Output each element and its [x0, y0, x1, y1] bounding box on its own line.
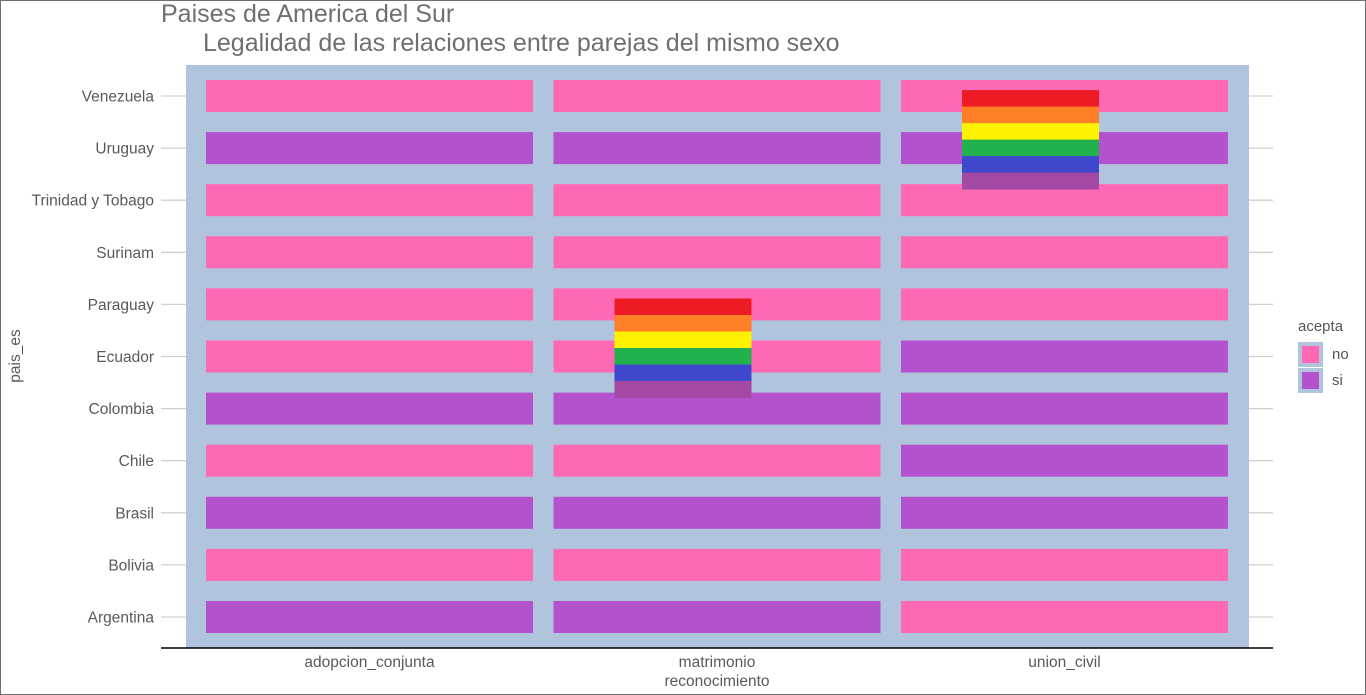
tile-brasil-adopcion-conjunta: [206, 496, 533, 529]
rainbow-flag-stripe: [614, 315, 752, 332]
rainbow-flag-stripe: [614, 381, 752, 398]
rainbow-flag-stripe: [962, 156, 1099, 174]
tile-argentina-matrimonio: [553, 601, 881, 633]
tile-surinam-matrimonio: [553, 236, 881, 269]
y-tick-label-trinidad-y-tobago: Trinidad y Tobago: [32, 193, 154, 210]
tile-ecuador-adopcion-conjunta: [206, 340, 533, 373]
tile-chile-adopcion-conjunta: [206, 444, 533, 477]
rainbow-flag-stripe: [962, 139, 1099, 157]
tile-bolivia-matrimonio: [553, 548, 881, 581]
chart-title: Paises de America del Sur: [161, 0, 455, 28]
tile-argentina-adopcion-conjunta: [206, 601, 533, 633]
tile-venezuela-adopcion-conjunta: [206, 80, 533, 112]
rainbow-flag-stripe: [614, 298, 752, 316]
x-axis-title: reconocimiento: [664, 673, 769, 690]
y-tick-label-colombia: Colombia: [89, 401, 155, 418]
y-tick-label-argentina: Argentina: [88, 610, 155, 627]
tile-brasil-union-civil: [901, 496, 1228, 529]
y-tick-label-surinam: Surinam: [96, 245, 154, 262]
rainbow-flag-stripe: [962, 172, 1099, 190]
tile-argentina-union-civil: [901, 601, 1228, 633]
legend-swatch-si: [1302, 372, 1319, 389]
tile-surinam-union-civil: [901, 236, 1228, 269]
tile-chile-matrimonio: [553, 444, 881, 477]
legend-item-no: no: [1298, 342, 1366, 368]
rainbow-flag-stripe: [614, 348, 752, 365]
tile-paraguay-union-civil: [901, 288, 1228, 321]
legend-title: acepta: [1298, 318, 1344, 335]
tile-bolivia-adopcion-conjunta: [206, 548, 533, 581]
legend-label-no: no: [1332, 346, 1349, 363]
rainbow-flag-stripe: [614, 331, 752, 349]
y-tick-label-uruguay: Uruguay: [95, 141, 154, 158]
y-tick-label-paraguay: Paraguay: [88, 297, 155, 314]
x-tick-label-matrimonio: matrimonio: [679, 654, 756, 671]
y-tick-label-bolivia: Bolivia: [108, 557, 154, 574]
rainbow-flag-stripe: [614, 364, 752, 382]
tile-trinidad-y-tobago-matrimonio: [553, 184, 881, 217]
tile-bolivia-union-civil: [901, 548, 1228, 581]
x-tick-label-union-civil: union_civil: [1028, 654, 1100, 671]
legend-swatch-no: [1302, 346, 1319, 363]
legend-key-no: [1298, 342, 1323, 367]
y-tick-label-ecuador: Ecuador: [96, 349, 154, 366]
tile-surinam-adopcion-conjunta: [206, 236, 533, 269]
y-axis-title: pais_es: [7, 329, 24, 383]
rainbow-flag-stripe: [962, 90, 1099, 108]
x-tick-label-adopcion-conjunta: adopcion_conjunta: [304, 654, 435, 671]
tile-ecuador-union-civil: [901, 340, 1228, 373]
tile-uruguay-adopcion-conjunta: [206, 132, 533, 165]
tile-paraguay-adopcion-conjunta: [206, 288, 533, 321]
tile-trinidad-y-tobago-adopcion-conjunta: [206, 184, 533, 217]
rainbow-flag-icon: [614, 298, 752, 398]
tile-brasil-matrimonio: [553, 496, 881, 529]
y-tick-label-brasil: Brasil: [115, 505, 154, 522]
tile-venezuela-matrimonio: [553, 80, 881, 112]
legend-item-si: si: [1298, 368, 1366, 394]
legend-key-si: [1298, 368, 1323, 393]
y-tick-label-venezuela: Venezuela: [82, 89, 155, 106]
legend-label-si: si: [1332, 372, 1343, 389]
rainbow-flag-icon: [962, 90, 1099, 190]
rainbow-flag-stripe: [962, 123, 1099, 141]
tile-colombia-adopcion-conjunta: [206, 392, 533, 425]
tile-colombia-union-civil: [901, 392, 1228, 425]
chart-subtitle: Legalidad de las relaciones entre pareja…: [203, 29, 840, 57]
tile-chile-union-civil: [901, 444, 1228, 477]
rainbow-flag-stripe: [962, 106, 1099, 124]
y-tick-label-chile: Chile: [119, 453, 154, 470]
tile-uruguay-matrimonio: [553, 132, 881, 165]
